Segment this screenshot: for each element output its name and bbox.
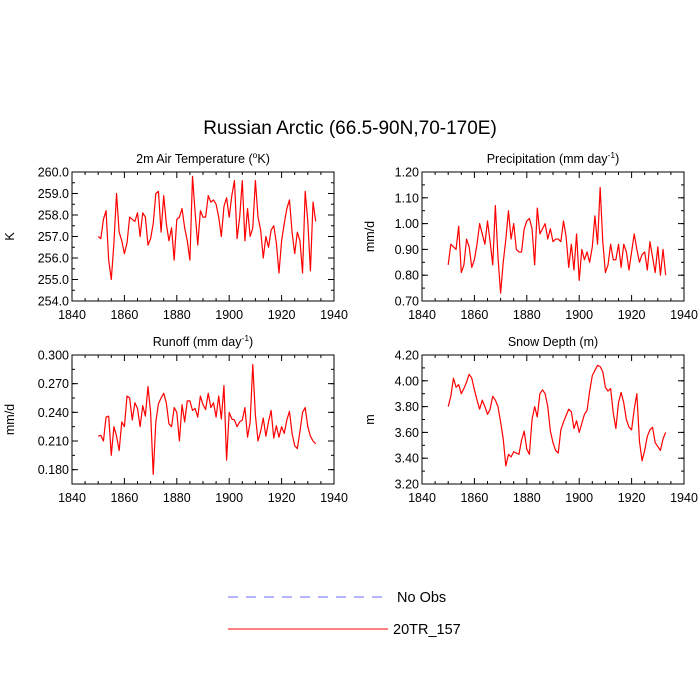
y-tick-label: 0.270 (38, 377, 69, 391)
y-tick-label: 0.90 (395, 243, 419, 257)
series-line-20TR_157 (447, 364, 667, 467)
y-axis-label: mm/d (3, 404, 17, 435)
panel-title: 2m Air Temperature (oK) (136, 150, 270, 166)
chart-panel-2: Precipitation (mm day-1) 1840 1860 1880 1900… (363, 150, 698, 322)
panel-title-tail: K) (257, 152, 270, 166)
y-tick-label: 1.10 (395, 191, 419, 205)
y-tick-label: 1.00 (395, 217, 419, 231)
x-tick-label: 1900 (215, 308, 243, 322)
panel-title-tail: ) (615, 152, 619, 166)
x-tick-label: 1840 (408, 491, 436, 505)
panel-title-main: Snow Depth (m) (508, 335, 598, 349)
y-tick-label: 258.0 (38, 209, 69, 223)
x-tick-label: 1840 (58, 491, 86, 505)
chart-panel-3: Runoff (mm day-1) 1840 1860 1880 1900 1920 194… (3, 333, 348, 505)
panel-title-main: 2m Air Temperature ( (136, 152, 253, 166)
plot-frame (71, 171, 335, 302)
legend: No Obs 20TR_157 (228, 590, 461, 638)
y-tick-label: 254.0 (38, 295, 69, 309)
y-tick-label: 259.0 (38, 187, 69, 201)
x-tick-label: 1920 (618, 308, 646, 322)
series-line-20TR_157 (447, 186, 667, 294)
plot-frame (421, 354, 685, 485)
x-tick-label: 1900 (565, 308, 593, 322)
panel-title: Runoff (mm day-1) (153, 333, 253, 349)
plot-frame (71, 354, 335, 485)
x-tick-label: 1840 (58, 308, 86, 322)
panel-title-main: Precipitation (mm day (487, 152, 609, 166)
series-line-20TR_157 (97, 175, 317, 281)
panel-title-main: Runoff (mm day (153, 335, 242, 349)
chart-panel-4: Snow Depth (m) 1840 1860 1880 1900 1920 1940 3.… (363, 335, 698, 505)
y-tick-label: 3.20 (395, 478, 419, 492)
x-tick-label: 1900 (215, 491, 243, 505)
y-tick-label: 0.70 (395, 295, 419, 309)
y-axis-label: mm/d (363, 221, 377, 252)
y-tick-label: 4.00 (395, 374, 419, 388)
y-tick-label: 4.20 (395, 349, 419, 363)
x-tick-label: 1920 (268, 491, 296, 505)
y-tick-label: 0.300 (38, 349, 69, 363)
y-tick-label: 1.20 (395, 166, 419, 180)
y-axis-label: m (363, 414, 377, 424)
x-tick-label: 1860 (110, 308, 138, 322)
figure-title: Russian Arctic (66.5-90N,70-170E) (203, 118, 497, 139)
x-tick-label: 1940 (320, 491, 348, 505)
y-tick-label: 3.60 (395, 426, 419, 440)
y-tick-label: 3.40 (395, 452, 419, 466)
y-tick-label: 0.180 (38, 463, 69, 477)
y-tick-label: 257.0 (38, 230, 69, 244)
y-tick-label: 3.80 (395, 400, 419, 414)
y-axis-label: K (3, 232, 17, 241)
y-tick-label: 0.80 (395, 269, 419, 283)
panel-title: Precipitation (mm day-1) (487, 150, 620, 166)
y-tick-label: 0.210 (38, 435, 69, 449)
x-tick-label: 1940 (320, 308, 348, 322)
x-tick-label: 1920 (268, 308, 296, 322)
x-tick-label: 1860 (110, 491, 138, 505)
legend-label-2: 20TR_157 (393, 622, 461, 638)
plot-frame (421, 171, 685, 302)
x-tick-label: 1940 (670, 308, 698, 322)
x-tick-label: 1880 (513, 308, 541, 322)
x-tick-label: 1860 (460, 308, 488, 322)
x-tick-label: 1840 (408, 308, 436, 322)
panel-title-superscript: -1 (241, 333, 249, 343)
y-tick-label: 256.0 (38, 252, 69, 266)
legend-label-1: No Obs (397, 590, 446, 606)
chart-panels: 2m Air Temperature (oK)1840 1860 1880 1900 1… (3, 150, 698, 505)
chart-panel-1: 2m Air Temperature (oK) 1840 1860 1880 1900 1… (3, 150, 348, 322)
x-tick-label: 1880 (513, 491, 541, 505)
panel-title-tail: ) (249, 335, 253, 349)
x-tick-label: 1880 (163, 308, 191, 322)
y-tick-label: 255.0 (38, 273, 69, 287)
y-tick-label: 0.240 (38, 406, 69, 420)
y-tick-label: 260.0 (38, 166, 69, 180)
x-tick-label: 1880 (163, 491, 191, 505)
panel-title-superscript: o (253, 150, 258, 160)
x-tick-label: 1940 (670, 491, 698, 505)
x-tick-label: 1860 (460, 491, 488, 505)
x-tick-label: 1920 (618, 491, 646, 505)
series-line-20TR_157 (97, 363, 317, 476)
panel-title: Snow Depth (m) (508, 335, 598, 349)
x-tick-label: 1900 (565, 491, 593, 505)
panel-title-superscript: -1 (608, 150, 616, 160)
